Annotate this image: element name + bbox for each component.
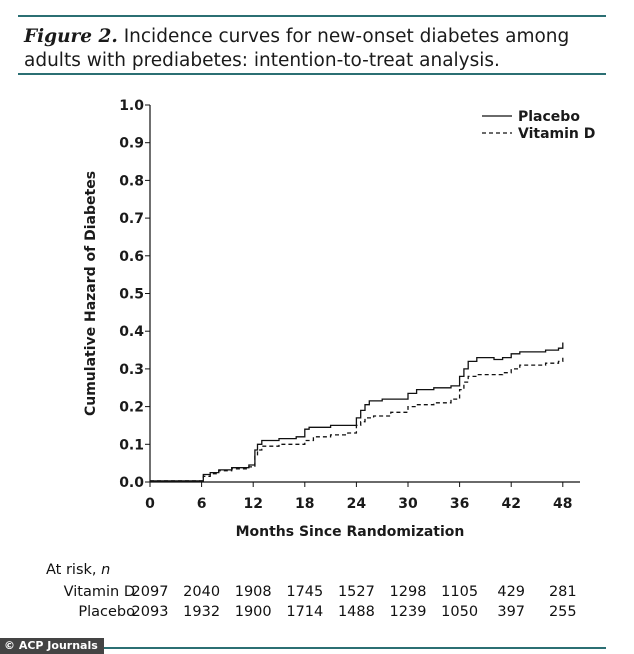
legend-label: Placebo — [518, 109, 580, 125]
x-tick-label: 6 — [197, 496, 207, 512]
at-risk-label: At risk, — [46, 562, 97, 578]
series-vitamin-d-line — [150, 357, 564, 482]
at-risk-value: 2097 — [131, 584, 169, 600]
x-tick-label: 36 — [450, 496, 469, 512]
at-risk-value: 1527 — [337, 584, 375, 600]
y-tick-label: 0.8 — [119, 173, 144, 189]
at-risk-row-name: Placebo — [78, 604, 135, 620]
at-risk-value: 1714 — [286, 604, 324, 620]
x-tick-label: 18 — [295, 496, 314, 512]
y-tick-label: 0.1 — [119, 437, 144, 453]
y-axis-title: Cumulative Hazard of Diabetes — [83, 171, 99, 416]
x-axis-title: Months Since Randomization — [236, 524, 465, 540]
incidence-chart: 0.0 0.1 0.2 0.3 0.4 0.5 0.6 0.7 0.8 0.9 1.0 0 6 12 18 2… — [83, 98, 595, 540]
at-risk-value: 2040 — [183, 584, 221, 600]
at-risk-value: 2093 — [131, 604, 169, 620]
at-risk-value: 1298 — [389, 584, 427, 600]
y-tick-label: 1.0 — [119, 98, 144, 114]
y-tick-label: 0.5 — [119, 287, 144, 303]
y-tick-label: 0.2 — [119, 400, 144, 416]
x-tick-label: 42 — [501, 496, 520, 512]
watermark: © ACP Journals — [0, 638, 104, 654]
at-risk-value: 1932 — [183, 604, 221, 620]
y-tick-label: 0.0 — [119, 475, 144, 491]
at-risk-row: Placebo 2093 1932 1900 1714 1488 1239 1050 397 25… — [0, 604, 634, 624]
y-tick-label: 0.9 — [119, 136, 144, 152]
at-risk-value: 255 — [548, 604, 577, 620]
x-tick-label: 12 — [243, 496, 262, 512]
at-risk-value: 397 — [497, 604, 526, 620]
bottom-rule — [18, 647, 606, 649]
at-risk-value: 1105 — [441, 584, 479, 600]
y-tick-label: 0.4 — [119, 324, 144, 340]
at-risk-value: 429 — [497, 584, 526, 600]
y-tick-label: 0.7 — [119, 211, 144, 227]
at-risk-value: 1900 — [234, 604, 272, 620]
y-tick-label: 0.6 — [119, 249, 144, 265]
at-risk-row-name: Vitamin D — [63, 584, 135, 600]
at-risk-value: 1745 — [286, 584, 324, 600]
at-risk-value: 1239 — [389, 604, 427, 620]
series-placebo-line — [150, 342, 564, 482]
figure-number: Figure 2. — [24, 26, 118, 47]
chart-axes: 0.0 0.1 0.2 0.3 0.4 0.5 0.6 0.7 0.8 0.9 1.0 0 6 12 18 2… — [83, 98, 580, 540]
at-risk-value: 1050 — [441, 604, 479, 620]
caption-text: Incidence curves for new-onset diabetes … — [24, 26, 570, 71]
x-tick-label: 48 — [553, 496, 572, 512]
legend-label: Vitamin D — [518, 126, 595, 142]
at-risk-value: 281 — [548, 584, 577, 600]
at-risk-value: 1488 — [337, 604, 375, 620]
at-risk-table: At risk, n Vitamin D 2097 2040 1908 1745 1527… — [0, 560, 634, 630]
at-risk-value: 1908 — [234, 584, 272, 600]
x-tick-label: 30 — [398, 496, 418, 512]
figure-caption: Figure 2. Incidence curves for new-onset… — [24, 25, 614, 73]
x-tick-label: 0 — [145, 496, 155, 512]
x-tick-label: 24 — [347, 496, 367, 512]
chart-series — [150, 342, 564, 482]
at-risk-n-label: n — [101, 562, 111, 578]
caption-top-rule — [18, 15, 606, 17]
at-risk-title: At risk, n — [46, 562, 110, 578]
y-tick-label: 0.3 — [119, 362, 144, 378]
caption-bottom-rule — [18, 73, 606, 75]
at-risk-row: Vitamin D 2097 2040 1908 1745 1527 1298 1105 429… — [0, 584, 634, 604]
